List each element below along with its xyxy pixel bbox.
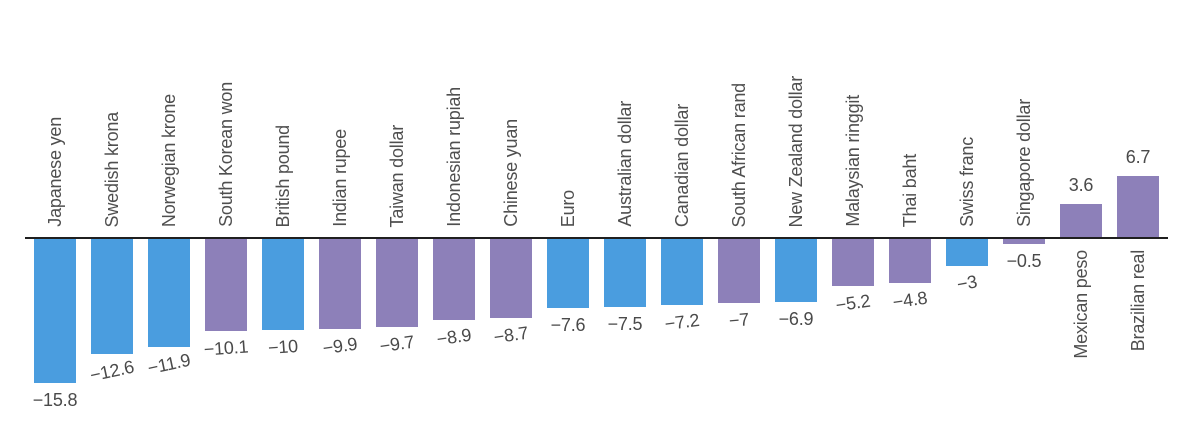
bar-indonesian-rupiah [433, 239, 475, 320]
value-label-brazilian-real: 6.7 [1125, 147, 1151, 168]
category-label-canadian-dollar: Canadian dollar [672, 103, 692, 227]
bar-brazilian-real [1117, 176, 1159, 237]
value-label-mexican-peso: 3.6 [1068, 175, 1094, 196]
zero-baseline-axis [25, 237, 1168, 239]
category-label-mexican-peso: Mexican peso [1071, 250, 1091, 359]
category-label-british-pound: British pound [273, 124, 293, 227]
bar-canadian-dollar [661, 239, 703, 305]
category-label-new-zealand-dollar: New Zealand dollar [786, 75, 806, 227]
bar-euro [547, 239, 589, 309]
value-label-australian-dollar: −7.5 [607, 314, 643, 335]
category-label-brazilian-real: Brazilian real [1128, 250, 1148, 352]
bar-taiwan-dollar [376, 239, 418, 328]
bar-swedish-krona [91, 239, 133, 354]
category-label-thai-baht: Thai baht [900, 153, 920, 227]
category-label-south-african-rand: South African rand [729, 82, 749, 228]
category-label-japanese-yen: Japanese yen [45, 117, 65, 227]
bar-new-zealand-dollar [775, 239, 817, 302]
bar-japanese-yen [34, 239, 76, 383]
bar-british-pound [262, 239, 304, 330]
bar-swiss-franc [946, 239, 988, 267]
category-label-south-korean-won: South Korean won [216, 82, 236, 227]
category-label-australian-dollar: Australian dollar [615, 101, 635, 227]
bar-thai-baht [889, 239, 931, 283]
bar-south-african-rand [718, 239, 760, 303]
value-label-japanese-yen: −15.8 [32, 389, 78, 410]
bar-south-korean-won [205, 239, 247, 331]
category-label-indonesian-rupiah: Indonesian rupiah [444, 87, 464, 227]
category-label-swedish-krona: Swedish krona [102, 111, 122, 227]
bar-indian-rupee [319, 239, 361, 330]
bar-chinese-yuan [490, 239, 532, 319]
value-label-swiss-franc: −3 [955, 271, 979, 295]
value-label-new-zealand-dollar: −6.9 [778, 308, 814, 329]
category-label-euro: Euro [558, 189, 578, 227]
bar-australian-dollar [604, 239, 646, 308]
category-label-malaysian-ringgit: Malaysian ringgit [843, 95, 863, 227]
bar-malaysian-ringgit [832, 239, 874, 287]
bar-mexican-peso [1060, 204, 1102, 237]
bar-norwegian-krone [148, 239, 190, 348]
category-label-norwegian-krone: Norwegian krone [159, 93, 179, 227]
category-label-indian-rupee: Indian rupee [330, 129, 350, 227]
bar-singapore-dollar [1003, 239, 1045, 244]
category-label-chinese-yuan: Chinese yuan [501, 119, 521, 227]
value-label-euro: −7.6 [550, 315, 586, 336]
category-label-swiss-franc: Swiss franc [957, 137, 977, 227]
category-label-singapore-dollar: Singapore dollar [1014, 99, 1034, 227]
category-label-taiwan-dollar: Taiwan dollar [387, 124, 407, 227]
value-label-singapore-dollar: −0.5 [1006, 250, 1042, 271]
